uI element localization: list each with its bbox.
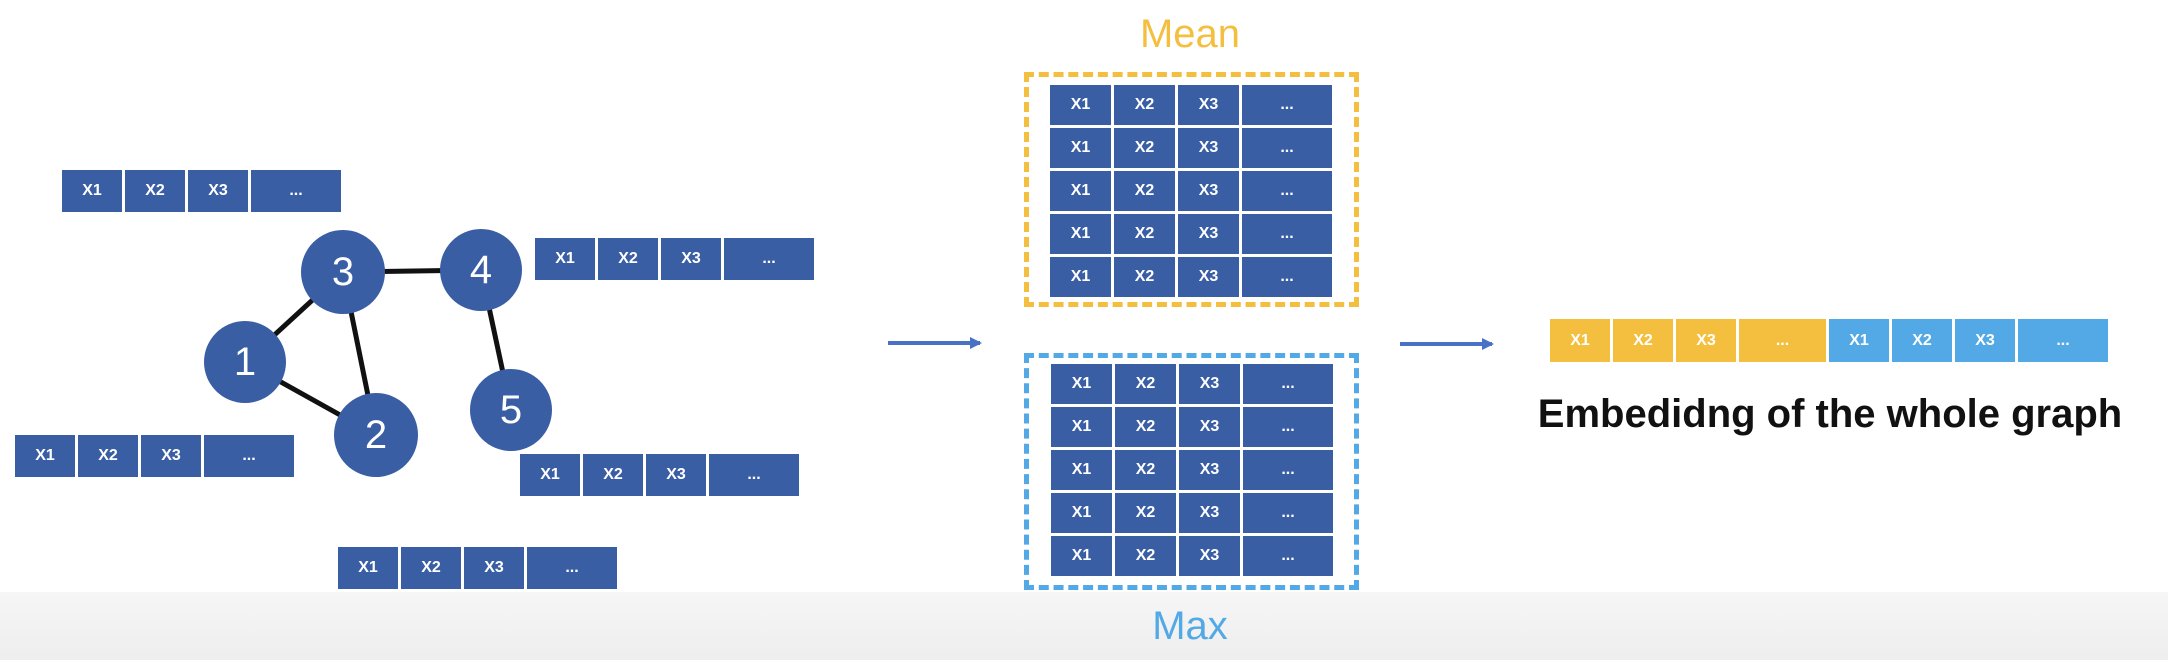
feature-cell: ... xyxy=(724,238,814,280)
matrix-cell: X3 xyxy=(1179,407,1240,447)
feature-cell: X3 xyxy=(646,454,709,496)
feature-cell: ... xyxy=(527,547,617,589)
mean-pool-box xyxy=(1024,72,1359,307)
matrix-cell: X2 xyxy=(1114,128,1175,168)
feature-cell: ... xyxy=(709,454,799,496)
graph-node-1: 1 xyxy=(204,321,286,403)
graph-embedding-vector: X1 X2 X3... X1 X2 X3... xyxy=(1550,319,2108,362)
matrix-cell: X3 xyxy=(1179,450,1240,490)
feature-row-node-4: X1 X2 X3 ... xyxy=(535,238,814,280)
embedding-cell-max: X2 xyxy=(1892,319,1955,362)
feature-cell: X3 xyxy=(141,435,204,477)
graph-node-3: 3 xyxy=(301,230,385,314)
matrix-cell: ... xyxy=(1242,257,1332,297)
feature-cell: X3 xyxy=(661,238,724,280)
feature-cell: ... xyxy=(204,435,294,477)
matrix-cell: X1 xyxy=(1050,257,1111,297)
feature-cell: X3 xyxy=(464,547,527,589)
matrix-cell: ... xyxy=(1243,493,1333,533)
feature-cell: X2 xyxy=(583,454,646,496)
embedding-cell-mean: X1 xyxy=(1550,319,1613,362)
feature-cell: X1 xyxy=(520,454,583,496)
matrix-cell: X1 xyxy=(1050,85,1111,125)
feature-cell: X1 xyxy=(338,547,401,589)
max-label: Max xyxy=(1152,604,1228,648)
matrix-cell: X2 xyxy=(1114,257,1175,297)
feature-cell: X2 xyxy=(78,435,141,477)
matrix-cell: X3 xyxy=(1178,128,1239,168)
matrix-cell: X1 xyxy=(1051,493,1112,533)
matrix-cell: ... xyxy=(1243,364,1333,404)
matrix-cell: ... xyxy=(1243,450,1333,490)
max-pool-box xyxy=(1024,353,1359,590)
matrix-cell: X2 xyxy=(1114,171,1175,211)
matrix-cell: X3 xyxy=(1179,364,1240,404)
matrix-cell: ... xyxy=(1242,85,1332,125)
matrix-cell: X1 xyxy=(1050,214,1111,254)
feature-cell: X3 xyxy=(188,170,251,212)
mean-label: Mean xyxy=(1139,12,1241,56)
matrix-cell: X1 xyxy=(1050,171,1111,211)
mean-matrix: X1 X2 X3... X1 X2 X3... X1 X2 X3... X1 X2 X3... X1 X2… xyxy=(1050,85,1332,297)
matrix-cell: ... xyxy=(1243,407,1333,447)
matrix-cell: X1 xyxy=(1051,364,1112,404)
graph-node-4: 4 xyxy=(440,229,522,311)
matrix-cell: X2 xyxy=(1115,536,1176,576)
feature-cell: X1 xyxy=(62,170,125,212)
embedding-cell-max: X1 xyxy=(1829,319,1892,362)
embedding-cell-max: ... xyxy=(2018,319,2108,362)
graph-node-2: 2 xyxy=(334,393,418,477)
feature-cell: X2 xyxy=(598,238,661,280)
matrix-cell: X1 xyxy=(1050,128,1111,168)
feature-row-node-2: X1 X2 X3 ... xyxy=(338,547,617,589)
matrix-cell: X2 xyxy=(1114,85,1175,125)
matrix-cell: X2 xyxy=(1115,407,1176,447)
matrix-cell: X3 xyxy=(1178,85,1239,125)
matrix-cell: X3 xyxy=(1178,257,1239,297)
matrix-cell: ... xyxy=(1242,214,1332,254)
matrix-cell: X3 xyxy=(1178,171,1239,211)
max-matrix: X1 X2 X3... X1 X2 X3... X1 X2 X3... X1 X2 X3... X1 X2… xyxy=(1051,364,1333,576)
bottom-band xyxy=(0,592,2168,660)
feature-cell: X2 xyxy=(125,170,188,212)
feature-cell: X1 xyxy=(15,435,78,477)
embedding-cell-max: X3 xyxy=(1955,319,2018,362)
embedding-cell-mean: ... xyxy=(1739,319,1829,362)
graph-node-5: 5 xyxy=(470,369,552,451)
matrix-cell: X2 xyxy=(1115,450,1176,490)
matrix-cell: X3 xyxy=(1179,493,1240,533)
feature-cell: ... xyxy=(251,170,341,212)
matrix-cell: X1 xyxy=(1051,450,1112,490)
matrix-cell: X1 xyxy=(1051,407,1112,447)
feature-row-node-3: X1 X2 X3 ... xyxy=(62,170,341,212)
feature-row-node-1: X1 X2 X3 ... xyxy=(15,435,294,477)
matrix-cell: X2 xyxy=(1115,364,1176,404)
feature-cell: X2 xyxy=(401,547,464,589)
embedding-caption: Embedidng of the whole graph xyxy=(1537,392,2123,436)
matrix-cell: X3 xyxy=(1179,536,1240,576)
matrix-cell: X3 xyxy=(1178,214,1239,254)
matrix-cell: ... xyxy=(1243,536,1333,576)
matrix-cell: X2 xyxy=(1115,493,1176,533)
matrix-cell: X2 xyxy=(1114,214,1175,254)
matrix-cell: X1 xyxy=(1051,536,1112,576)
embedding-cell-mean: X2 xyxy=(1613,319,1676,362)
matrix-cell: ... xyxy=(1242,171,1332,211)
embedding-cell-mean: X3 xyxy=(1676,319,1739,362)
matrix-cell: ... xyxy=(1242,128,1332,168)
feature-cell: X1 xyxy=(535,238,598,280)
feature-row-node-5: X1 X2 X3 ... xyxy=(520,454,799,496)
